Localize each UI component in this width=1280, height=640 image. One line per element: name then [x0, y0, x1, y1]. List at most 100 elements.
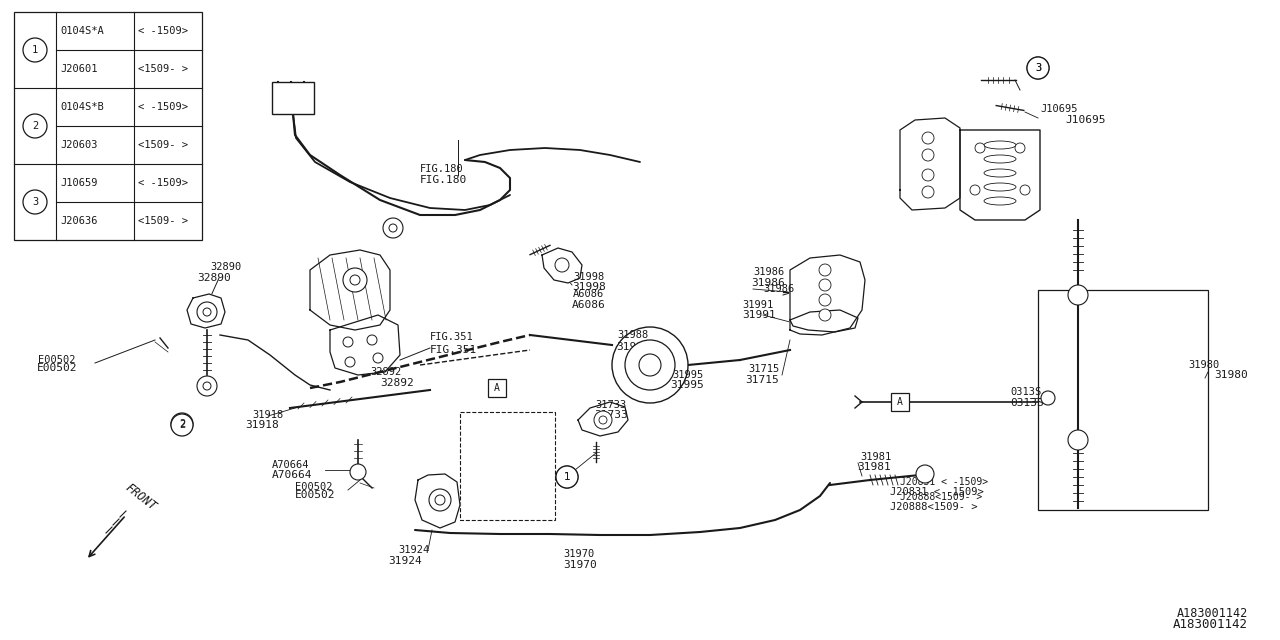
Text: 31995: 31995 — [672, 370, 703, 380]
Circle shape — [922, 132, 934, 144]
Text: 3: 3 — [32, 197, 38, 207]
Text: FIG.351: FIG.351 — [430, 345, 477, 355]
Text: 31924: 31924 — [398, 545, 429, 555]
Text: 1: 1 — [564, 472, 570, 482]
Text: 3: 3 — [1034, 63, 1041, 73]
Bar — [1038, 290, 1208, 510]
Text: 1: 1 — [564, 472, 570, 482]
Circle shape — [1041, 391, 1055, 405]
Text: A70664: A70664 — [273, 460, 310, 470]
Polygon shape — [187, 294, 225, 328]
Ellipse shape — [984, 155, 1016, 163]
Circle shape — [970, 185, 980, 195]
Circle shape — [612, 327, 689, 403]
Ellipse shape — [984, 197, 1016, 205]
Text: 31715: 31715 — [748, 364, 780, 374]
Text: 32892: 32892 — [380, 378, 413, 388]
Text: FIG.180: FIG.180 — [420, 175, 467, 185]
Text: <1509- >: <1509- > — [138, 64, 188, 74]
Circle shape — [349, 464, 366, 480]
Circle shape — [343, 337, 353, 347]
Text: FIG.351: FIG.351 — [430, 332, 474, 342]
Circle shape — [23, 190, 47, 214]
Circle shape — [435, 495, 445, 505]
Circle shape — [204, 308, 211, 316]
Text: 31715: 31715 — [745, 375, 778, 385]
Circle shape — [916, 465, 934, 483]
Text: 31998: 31998 — [572, 282, 605, 292]
Text: 31980: 31980 — [1215, 370, 1248, 380]
Text: 0104S*B: 0104S*B — [60, 102, 104, 112]
Text: 31733: 31733 — [595, 400, 626, 410]
Text: J10695: J10695 — [1065, 115, 1106, 125]
Circle shape — [367, 335, 378, 345]
Bar — [488, 379, 506, 397]
Text: <1509- >: <1509- > — [138, 216, 188, 226]
Text: 31980: 31980 — [1189, 360, 1220, 370]
Text: A70664: A70664 — [273, 470, 312, 480]
Circle shape — [599, 416, 607, 424]
Circle shape — [1020, 185, 1030, 195]
Text: J20831 < -1509>: J20831 < -1509> — [890, 487, 984, 497]
Circle shape — [819, 279, 831, 291]
Text: 31986: 31986 — [753, 267, 785, 277]
Text: 0104S*A: 0104S*A — [60, 26, 104, 36]
Text: 0313S: 0313S — [1010, 398, 1043, 408]
Text: 31981: 31981 — [860, 452, 891, 462]
Text: FRONT: FRONT — [123, 481, 159, 513]
Text: 31986: 31986 — [763, 284, 795, 294]
Text: J20831 < -1509>: J20831 < -1509> — [900, 477, 988, 487]
Bar — [273, 82, 314, 114]
Circle shape — [625, 340, 675, 390]
Circle shape — [197, 376, 218, 396]
Text: 31970: 31970 — [563, 560, 596, 570]
Text: A6086: A6086 — [573, 289, 604, 299]
Text: < -1509>: < -1509> — [138, 178, 188, 188]
Circle shape — [1027, 57, 1050, 79]
Ellipse shape — [984, 183, 1016, 191]
Text: A6086: A6086 — [572, 300, 605, 310]
Circle shape — [922, 149, 934, 161]
Polygon shape — [541, 248, 582, 283]
Polygon shape — [330, 315, 399, 375]
Text: 31970: 31970 — [563, 549, 594, 559]
Text: J20636: J20636 — [60, 216, 97, 226]
Circle shape — [1068, 430, 1088, 450]
Text: J10695: J10695 — [1039, 104, 1078, 114]
Circle shape — [204, 382, 211, 390]
Text: 31995: 31995 — [669, 380, 704, 390]
Text: E00502: E00502 — [294, 490, 335, 500]
Bar — [460, 412, 556, 520]
Circle shape — [172, 414, 193, 436]
Text: 0313S: 0313S — [1010, 387, 1041, 397]
Circle shape — [556, 466, 579, 488]
Text: 31986: 31986 — [751, 278, 785, 288]
Polygon shape — [790, 310, 858, 332]
Circle shape — [922, 169, 934, 181]
Polygon shape — [900, 118, 960, 210]
Text: E00502: E00502 — [37, 363, 78, 373]
Text: A: A — [494, 383, 500, 393]
Text: 1: 1 — [32, 45, 38, 55]
Text: 32892: 32892 — [370, 367, 401, 377]
Circle shape — [349, 275, 360, 285]
Circle shape — [346, 357, 355, 367]
Text: 31988: 31988 — [616, 342, 650, 352]
Text: 31998: 31998 — [573, 272, 604, 282]
Text: J20603: J20603 — [60, 140, 97, 150]
Circle shape — [23, 114, 47, 138]
Text: 2: 2 — [179, 419, 186, 429]
Circle shape — [172, 413, 193, 435]
Circle shape — [197, 302, 218, 322]
Circle shape — [383, 218, 403, 238]
Text: J20601: J20601 — [60, 64, 97, 74]
Circle shape — [372, 353, 383, 363]
Text: 31991: 31991 — [742, 310, 776, 320]
Text: 2: 2 — [32, 121, 38, 131]
Circle shape — [556, 258, 570, 272]
Text: 32890: 32890 — [210, 262, 241, 272]
Text: 31924: 31924 — [388, 556, 421, 566]
Text: A183001142: A183001142 — [1172, 618, 1248, 631]
Text: J20888<1509- >: J20888<1509- > — [890, 502, 978, 512]
Text: 31988: 31988 — [617, 330, 648, 340]
